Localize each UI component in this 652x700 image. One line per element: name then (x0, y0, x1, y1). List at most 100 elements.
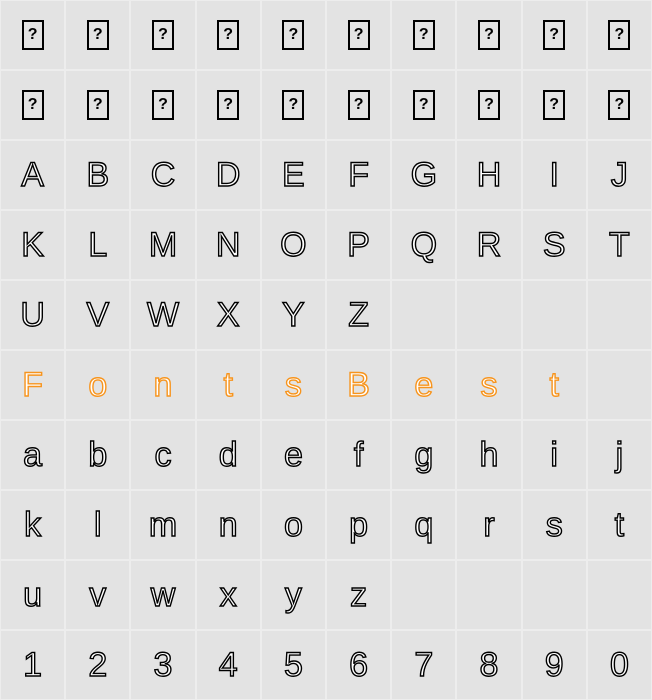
glyph-cell[interactable]: R (457, 211, 520, 279)
glyph-cell[interactable]: h (457, 421, 520, 489)
glyph-cell[interactable]: b (66, 421, 129, 489)
glyph-cell[interactable]: m (131, 491, 194, 559)
glyph-cell[interactable] (392, 281, 455, 349)
glyph-cell[interactable]: M (131, 211, 194, 279)
glyph-cell[interactable]: P (327, 211, 390, 279)
glyph-cell[interactable]: T (588, 211, 651, 279)
glyph-cell[interactable]: ? (457, 71, 520, 139)
glyph-cell[interactable]: Q (392, 211, 455, 279)
glyph-cell[interactable]: ? (457, 1, 520, 69)
glyph-cell[interactable]: 9 (523, 631, 586, 699)
glyph-cell[interactable]: c (131, 421, 194, 489)
glyph-cell[interactable]: U (1, 281, 64, 349)
glyph-cell[interactable]: i (523, 421, 586, 489)
glyph-cell[interactable]: 6 (327, 631, 390, 699)
glyph-cell[interactable]: t (197, 351, 260, 419)
glyph-cell[interactable]: D (197, 141, 260, 209)
glyph-cell[interactable]: S (523, 211, 586, 279)
glyph-cell[interactable]: Z (327, 281, 390, 349)
glyph-cell[interactable]: H (457, 141, 520, 209)
glyph-cell[interactable]: 8 (457, 631, 520, 699)
glyph-cell[interactable]: n (131, 351, 194, 419)
glyph-cell[interactable]: d (197, 421, 260, 489)
glyph-cell[interactable]: 0 (588, 631, 651, 699)
glyph-cell[interactable]: 3 (131, 631, 194, 699)
glyph-cell[interactable]: t (523, 351, 586, 419)
glyph-cell[interactable]: ? (327, 71, 390, 139)
glyph-cell[interactable]: n (197, 491, 260, 559)
glyph-cell[interactable]: ? (66, 71, 129, 139)
glyph-cell[interactable]: J (588, 141, 651, 209)
glyph-cell[interactable] (588, 351, 651, 419)
glyph-cell[interactable] (588, 281, 651, 349)
glyph-cell[interactable]: s (457, 351, 520, 419)
glyph-cell[interactable] (523, 561, 586, 629)
glyph-cell[interactable]: F (1, 351, 64, 419)
glyph-cell[interactable]: A (1, 141, 64, 209)
glyph-cell[interactable]: x (197, 561, 260, 629)
glyph-cell[interactable]: 7 (392, 631, 455, 699)
glyph-cell[interactable] (588, 561, 651, 629)
glyph-cell[interactable] (392, 561, 455, 629)
glyph-cell[interactable]: s (262, 351, 325, 419)
glyph-cell[interactable]: ? (262, 1, 325, 69)
glyph-cell[interactable] (457, 561, 520, 629)
glyph-cell[interactable]: ? (523, 71, 586, 139)
glyph-cell[interactable]: X (197, 281, 260, 349)
glyph-cell[interactable]: ? (197, 71, 260, 139)
glyph-cell[interactable]: ? (66, 1, 129, 69)
glyph-cell[interactable]: q (392, 491, 455, 559)
glyph-cell[interactable]: o (262, 491, 325, 559)
glyph-cell[interactable]: 4 (197, 631, 260, 699)
glyph-cell[interactable]: ? (392, 71, 455, 139)
glyph-cell[interactable]: v (66, 561, 129, 629)
glyph-cell[interactable]: e (262, 421, 325, 489)
glyph-cell[interactable]: W (131, 281, 194, 349)
glyph-cell[interactable]: I (523, 141, 586, 209)
glyph-cell[interactable]: k (1, 491, 64, 559)
glyph-cell[interactable] (457, 281, 520, 349)
glyph-cell[interactable]: O (262, 211, 325, 279)
glyph-cell[interactable]: z (327, 561, 390, 629)
glyph-cell[interactable]: w (131, 561, 194, 629)
glyph-cell[interactable]: ? (131, 1, 194, 69)
glyph-cell[interactable]: t (588, 491, 651, 559)
glyph-cell[interactable]: ? (1, 71, 64, 139)
glyph-cell[interactable]: B (66, 141, 129, 209)
glyph-cell[interactable]: a (1, 421, 64, 489)
glyph-cell[interactable]: V (66, 281, 129, 349)
glyph-cell[interactable]: ? (588, 1, 651, 69)
glyph-cell[interactable]: y (262, 561, 325, 629)
glyph-cell[interactable]: ? (197, 1, 260, 69)
glyph-cell[interactable]: Y (262, 281, 325, 349)
glyph-cell[interactable]: r (457, 491, 520, 559)
glyph-cell[interactable] (523, 281, 586, 349)
glyph-cell[interactable]: F (327, 141, 390, 209)
glyph-cell[interactable]: ? (588, 71, 651, 139)
glyph-cell[interactable]: G (392, 141, 455, 209)
glyph-cell[interactable]: C (131, 141, 194, 209)
glyph-cell[interactable]: l (66, 491, 129, 559)
glyph-cell[interactable]: j (588, 421, 651, 489)
glyph-cell[interactable]: o (66, 351, 129, 419)
glyph-cell[interactable]: 2 (66, 631, 129, 699)
glyph-cell[interactable]: N (197, 211, 260, 279)
glyph-cell[interactable]: B (327, 351, 390, 419)
glyph-cell[interactable]: K (1, 211, 64, 279)
glyph-cell[interactable]: ? (131, 71, 194, 139)
glyph-cell[interactable]: ? (1, 1, 64, 69)
glyph-cell[interactable]: p (327, 491, 390, 559)
glyph-cell[interactable]: ? (327, 1, 390, 69)
glyph-cell[interactable]: ? (262, 71, 325, 139)
glyph-cell[interactable]: ? (392, 1, 455, 69)
glyph-cell[interactable]: E (262, 141, 325, 209)
glyph-cell[interactable]: g (392, 421, 455, 489)
glyph-cell[interactable]: 5 (262, 631, 325, 699)
glyph-cell[interactable]: ? (523, 1, 586, 69)
glyph-cell[interactable]: L (66, 211, 129, 279)
glyph-cell[interactable]: f (327, 421, 390, 489)
glyph-cell[interactable]: e (392, 351, 455, 419)
glyph-cell[interactable]: s (523, 491, 586, 559)
glyph-cell[interactable]: 1 (1, 631, 64, 699)
glyph-cell[interactable]: u (1, 561, 64, 629)
